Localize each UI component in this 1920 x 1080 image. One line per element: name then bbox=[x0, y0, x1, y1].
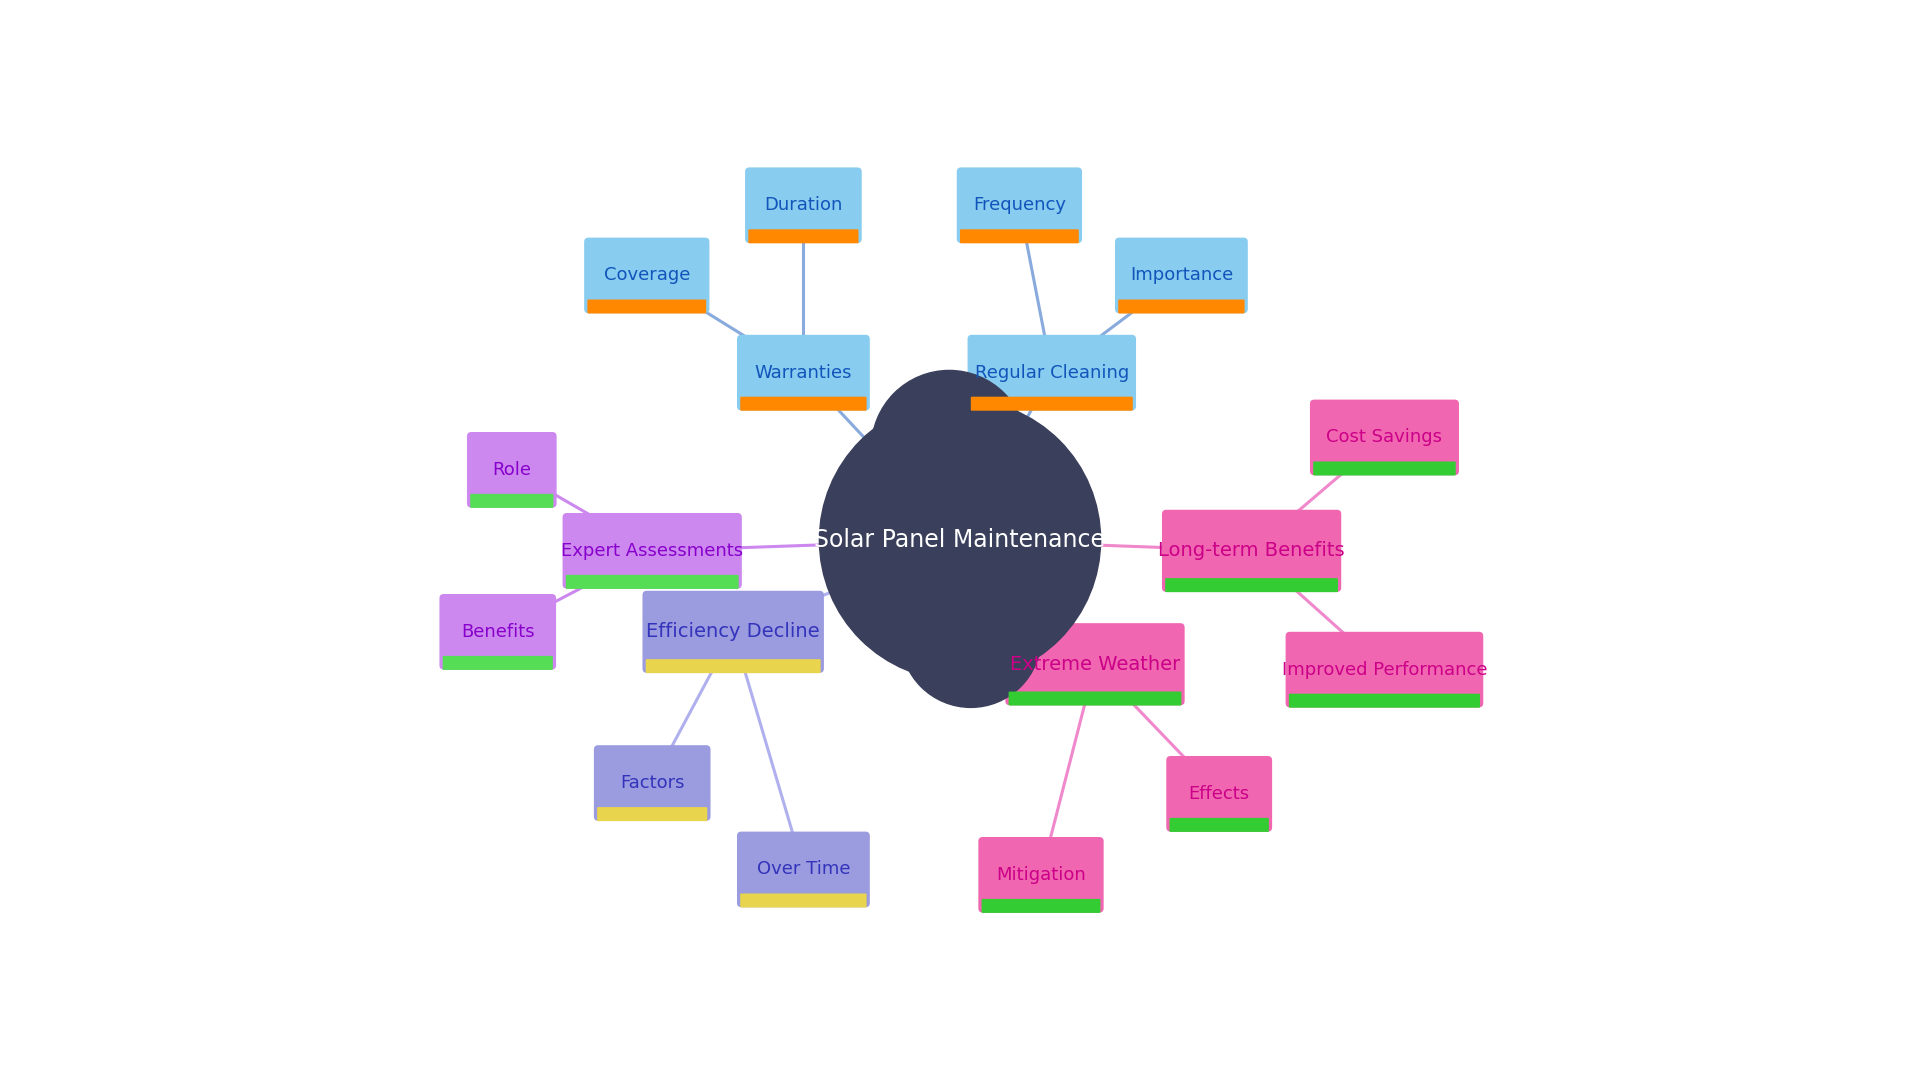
Text: Effects: Effects bbox=[1188, 785, 1250, 802]
FancyBboxPatch shape bbox=[1117, 299, 1244, 313]
FancyBboxPatch shape bbox=[1165, 756, 1273, 832]
FancyBboxPatch shape bbox=[1165, 578, 1338, 592]
FancyBboxPatch shape bbox=[1313, 461, 1455, 475]
FancyBboxPatch shape bbox=[563, 513, 741, 589]
Text: Extreme Weather: Extreme Weather bbox=[1010, 654, 1181, 674]
Text: Duration: Duration bbox=[764, 197, 843, 214]
FancyBboxPatch shape bbox=[588, 299, 707, 313]
Text: Benefits: Benefits bbox=[461, 623, 534, 640]
FancyBboxPatch shape bbox=[979, 837, 1104, 913]
Text: Solar Panel Maintenance: Solar Panel Maintenance bbox=[814, 528, 1106, 552]
FancyBboxPatch shape bbox=[470, 494, 553, 508]
FancyBboxPatch shape bbox=[593, 745, 710, 821]
FancyBboxPatch shape bbox=[440, 594, 557, 670]
FancyBboxPatch shape bbox=[584, 238, 710, 313]
FancyBboxPatch shape bbox=[1006, 623, 1185, 705]
FancyBboxPatch shape bbox=[597, 807, 707, 821]
Text: Role: Role bbox=[492, 461, 532, 478]
FancyBboxPatch shape bbox=[566, 575, 739, 589]
FancyBboxPatch shape bbox=[741, 893, 866, 907]
FancyBboxPatch shape bbox=[737, 832, 870, 907]
FancyBboxPatch shape bbox=[956, 167, 1083, 243]
Text: Improved Performance: Improved Performance bbox=[1283, 661, 1488, 678]
FancyBboxPatch shape bbox=[444, 656, 553, 670]
FancyBboxPatch shape bbox=[1286, 632, 1484, 707]
FancyBboxPatch shape bbox=[749, 229, 858, 243]
FancyBboxPatch shape bbox=[1288, 693, 1480, 707]
Text: Over Time: Over Time bbox=[756, 861, 851, 878]
Text: Factors: Factors bbox=[620, 774, 684, 792]
Text: Cost Savings: Cost Savings bbox=[1327, 429, 1442, 446]
FancyBboxPatch shape bbox=[745, 167, 862, 243]
Text: Importance: Importance bbox=[1129, 267, 1233, 284]
Text: Long-term Benefits: Long-term Benefits bbox=[1158, 541, 1344, 561]
FancyBboxPatch shape bbox=[981, 899, 1100, 913]
FancyBboxPatch shape bbox=[741, 396, 866, 410]
Text: Frequency: Frequency bbox=[973, 197, 1066, 214]
Circle shape bbox=[900, 567, 1041, 707]
FancyBboxPatch shape bbox=[1008, 691, 1181, 705]
Text: Warranties: Warranties bbox=[755, 364, 852, 381]
Text: Regular Cleaning: Regular Cleaning bbox=[975, 364, 1129, 381]
Circle shape bbox=[820, 400, 1100, 680]
FancyBboxPatch shape bbox=[960, 229, 1079, 243]
FancyBboxPatch shape bbox=[737, 335, 870, 410]
FancyBboxPatch shape bbox=[643, 591, 824, 673]
FancyBboxPatch shape bbox=[972, 396, 1133, 410]
FancyBboxPatch shape bbox=[1309, 400, 1459, 475]
Circle shape bbox=[872, 370, 1027, 526]
Text: Mitigation: Mitigation bbox=[996, 866, 1087, 883]
FancyBboxPatch shape bbox=[1116, 238, 1248, 313]
FancyBboxPatch shape bbox=[1162, 510, 1342, 592]
FancyBboxPatch shape bbox=[645, 659, 820, 673]
Text: Expert Assessments: Expert Assessments bbox=[561, 542, 743, 559]
FancyBboxPatch shape bbox=[968, 335, 1137, 410]
Text: Efficiency Decline: Efficiency Decline bbox=[647, 622, 820, 642]
FancyBboxPatch shape bbox=[1169, 818, 1269, 832]
Text: Coverage: Coverage bbox=[603, 267, 689, 284]
FancyBboxPatch shape bbox=[467, 432, 557, 508]
